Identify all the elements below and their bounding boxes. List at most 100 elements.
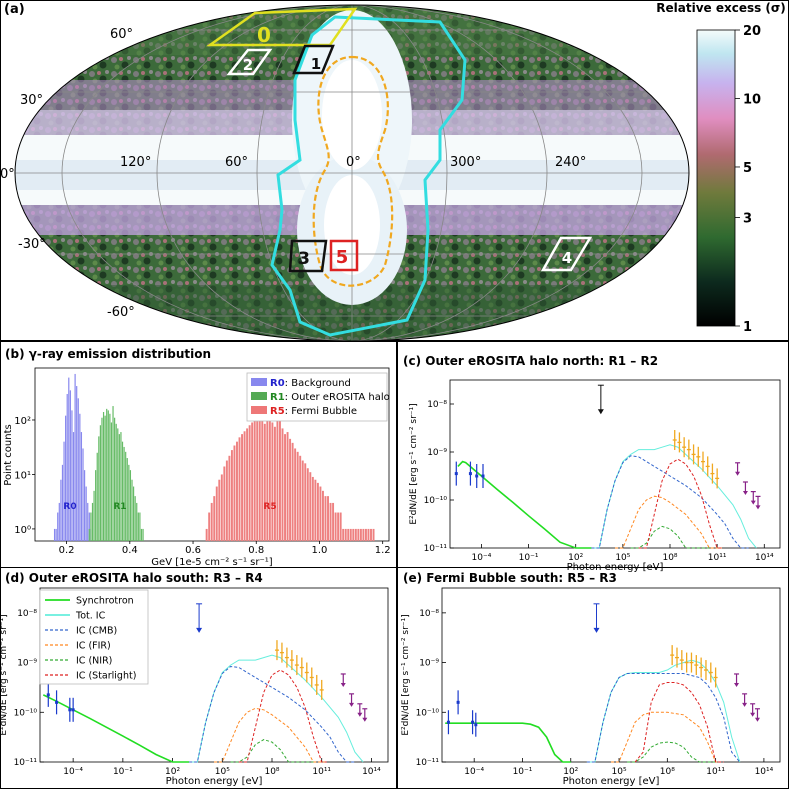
hist-bar	[121, 441, 124, 541]
region-1: 1	[292, 44, 335, 75]
hist-bar	[129, 470, 132, 541]
hist-bar	[306, 468, 309, 541]
sed-xtick-label: 10⁻¹	[113, 767, 133, 777]
sed-radio-point	[446, 720, 450, 724]
hist-bar	[372, 528, 375, 541]
hist-bar	[344, 528, 347, 541]
hist-bar	[251, 422, 254, 541]
hist-bar	[137, 512, 139, 541]
sed-legend-label: Synchrotron	[76, 596, 134, 607]
region-1-label: 1	[311, 55, 321, 73]
hist-bar	[53, 528, 56, 541]
sed-tev-arrow	[735, 471, 741, 476]
hist-bar	[324, 496, 327, 541]
hist-bar	[347, 528, 350, 541]
sed-radio-point	[475, 474, 479, 478]
hist-bar	[210, 502, 213, 541]
hist-ytick-label: 10¹	[14, 470, 31, 481]
hist-xtick-label: 0.4	[122, 545, 138, 556]
hist-bar	[93, 490, 95, 541]
sed-tev-arrow	[750, 712, 756, 717]
hist-series-label: R1	[113, 502, 126, 512]
sed-ytick-label: 10⁻⁸	[419, 609, 439, 619]
sed-legend-label: IC (FIR)	[76, 641, 111, 652]
sed-xtick-label: 10⁵	[615, 553, 630, 563]
sed-legend-label: IC (CMB)	[76, 626, 117, 637]
hist-bar	[319, 486, 322, 541]
hist-bar	[258, 413, 261, 541]
hist-bar	[352, 528, 355, 541]
hist-bar	[228, 455, 231, 541]
legend-tag: R0	[270, 378, 285, 389]
legend-tag: R5	[270, 406, 285, 417]
region-0: 0	[206, 7, 358, 47]
hist-xtick-label: 0.2	[59, 545, 75, 556]
hist-bar	[77, 398, 79, 541]
sed-xlabel: Photon energy [eV]	[567, 562, 664, 573]
sed-radio-point	[474, 723, 478, 727]
hist-bar	[279, 419, 281, 541]
sed-tev-arrow	[754, 717, 760, 722]
hist-bar	[342, 528, 345, 541]
sed-radio-point	[481, 474, 485, 478]
hist-bar	[311, 476, 314, 541]
hist-bar	[109, 413, 111, 541]
sed-curve-tot-ic	[586, 659, 741, 763]
region-4-label: 4	[562, 249, 572, 267]
sed-tev-arrow	[734, 682, 740, 687]
hist-bar	[99, 425, 101, 541]
legend-text: : Outer eROSITA halo	[285, 392, 390, 403]
hist-bar	[357, 528, 360, 541]
hist-bar	[118, 434, 120, 541]
hist-bar	[110, 422, 113, 541]
hist-bar	[80, 432, 83, 541]
panel-e-title: (e) Fermi Bubble south: R5 – R3	[403, 571, 617, 585]
hist-ytick-label: 10²	[14, 416, 31, 427]
halo-contour	[270, 15, 467, 337]
hist-bar	[241, 434, 244, 541]
lat-label-30: 30°	[20, 93, 43, 108]
hist-bar	[208, 512, 211, 541]
panel-c-sed: (c) Outer eROSITA halo north: R1 – R2 10…	[403, 354, 781, 573]
sed-ytick-label: 10⁻¹¹	[424, 544, 448, 554]
hist-bar	[238, 437, 241, 541]
hist-bar	[362, 528, 365, 541]
hist-bar	[95, 470, 97, 541]
hist-bar	[79, 413, 81, 541]
sed-tev-arrow	[340, 682, 346, 687]
hist-bar	[299, 455, 302, 541]
hist-bar	[327, 496, 329, 541]
hist-bar	[273, 426, 276, 541]
hist-bar	[233, 445, 236, 541]
hist-bar	[230, 450, 233, 541]
hist-bar	[88, 512, 90, 541]
colorbar-tick-label: 10	[743, 92, 761, 107]
panel-e-frame	[397, 567, 789, 789]
hist-bar	[268, 415, 271, 541]
hist-bar	[83, 470, 86, 541]
hist-ytick-label: 10⁰	[14, 525, 31, 536]
hist-series-label: R0	[63, 502, 76, 512]
hist-bar	[243, 431, 246, 541]
hist-bar	[88, 528, 90, 541]
sed-curve-ic-starlight-	[238, 669, 327, 763]
sed-legend: Synchrotron Tot. IC IC (CMB) IC (FIR) IC (NI…	[39, 589, 149, 685]
colorbar-tick-label: 20	[743, 24, 761, 39]
sed-curve-synchrotron	[457, 460, 592, 549]
sed-ytick-label: 10⁻¹¹	[416, 758, 440, 768]
hist-bar	[115, 423, 117, 541]
sed-tev-arrow	[742, 702, 748, 707]
hist-bar	[367, 528, 370, 541]
hist-bar	[82, 448, 84, 541]
hist-bar	[349, 528, 352, 541]
sed-xtick-label: 10⁻⁴	[63, 767, 83, 777]
legend-swatch	[251, 392, 267, 400]
sed-ytick-label: 10⁻⁸	[17, 609, 37, 619]
sed-curve-ic-cmb-	[591, 455, 749, 549]
bubble-contour	[312, 55, 394, 287]
hist-bar	[296, 451, 299, 541]
hist-bar	[55, 528, 57, 541]
sed-ytick-label: 10⁻⁹	[419, 659, 439, 669]
hist-bar	[256, 421, 259, 541]
hist-bar	[225, 460, 228, 541]
